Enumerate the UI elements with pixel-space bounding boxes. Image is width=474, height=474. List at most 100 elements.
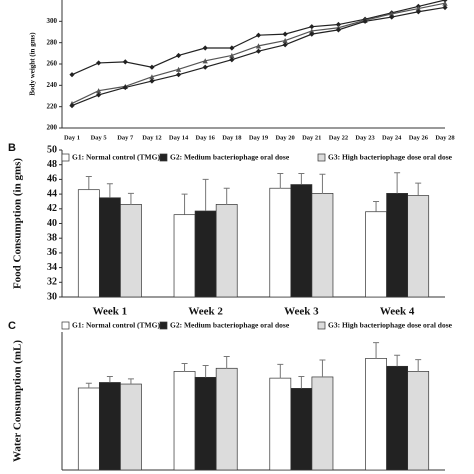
marker [202,64,208,70]
legend-label: G2: Medium bacteriophage oral dose [170,153,290,162]
error-bar [319,173,326,194]
y-axis-label: Food Consumption (in gms) [12,158,24,289]
marker [96,60,102,66]
panel-label: B [8,142,16,154]
marker [362,18,368,24]
bar [77,387,100,471]
marker [415,9,421,15]
legend-label: G3: High bacteriophage dose oral dose [328,321,453,330]
marker [282,31,288,37]
x-tick-label: Day 1 [64,134,80,141]
y-tick-label: 300 [47,17,58,25]
x-tick-label: Day 23 [355,134,375,141]
marker [389,14,395,20]
y-tick-label: 44 [47,188,57,199]
marker [282,42,288,48]
bar [215,204,238,298]
x-tick-label: Week 1 [93,306,128,318]
marker [335,27,342,33]
legend-swatch [61,153,70,162]
bar [194,376,217,471]
x-tick-label: Day 22 [329,134,348,141]
error-bar [415,359,422,372]
error-bar [223,187,230,205]
legend-swatch [159,153,168,162]
error-bar [106,376,113,383]
error-bar [277,363,284,379]
marker [389,11,395,17]
legend-swatch [317,153,326,162]
legend-label: G1: Normal control (TMG) [72,153,160,162]
error-bar [223,355,230,369]
marker [442,0,448,6]
y-tick-label: 280 [47,38,58,46]
marker [415,5,421,12]
marker [96,88,102,94]
bar [407,195,430,298]
y-tick-label: 32 [47,277,57,288]
marker [255,48,262,54]
bar [311,193,334,298]
marker [122,84,128,91]
error-bar [85,175,92,190]
marker [202,45,208,51]
error-bar [85,382,92,388]
x-tick-label: Day 19 [249,134,269,141]
x-tick-label: Day 7 [117,134,134,141]
error-bar [319,359,326,377]
marker [175,52,182,59]
marker [309,31,315,37]
bar [311,376,334,471]
marker [309,28,315,34]
bar [269,377,292,471]
marker [122,59,128,65]
bar [386,365,409,471]
legend-swatch [317,321,326,330]
marker [149,78,155,84]
error-bar [181,193,188,215]
y-tick-label: 260 [47,60,58,68]
x-tick-label: Day 14 [169,134,189,141]
y-tick-label: 30 [47,291,57,302]
x-tick-label: Week 3 [284,306,319,318]
panel-label: C [8,320,16,332]
y-tick-label: 200 [47,124,58,132]
y-tick-label: 34 [47,262,57,273]
line [71,6,446,107]
bar [120,383,142,471]
x-tick-label: Week 4 [380,306,415,318]
marker [96,92,102,98]
legend-label: G3: High bacteriophage dose oral dose [328,153,453,162]
marker [335,21,342,28]
error-bar [202,365,209,378]
x-tick-label: Day 18 [222,134,242,141]
x-tick-label: Week 2 [188,306,223,318]
bar [290,388,313,471]
legend-swatch [159,321,168,330]
marker [229,57,235,63]
y-tick-label: 42 [47,203,57,214]
y-tick-label: 48 [47,159,57,170]
marker [255,43,262,49]
y-tick-label: 46 [47,174,57,185]
error-bar [127,378,134,385]
error-bar [373,200,380,212]
y-tick-label: 220 [47,102,58,110]
marker [69,103,75,109]
marker [175,66,182,72]
marker [229,45,235,51]
x-tick-label: Day 5 [91,134,108,141]
bar [386,193,409,298]
marker [149,74,155,80]
y-axis-label: Water Consumption (mL) [12,340,24,462]
y-tick-label: 40 [47,218,57,229]
bar [77,189,100,298]
x-tick-label: Day 20 [275,134,294,141]
bar [365,211,387,298]
marker [149,64,155,70]
error-bar [181,363,188,372]
marker [309,24,315,30]
legend-label: G2: Medium bacteriophage oral dose [170,321,290,330]
marker [282,37,288,44]
